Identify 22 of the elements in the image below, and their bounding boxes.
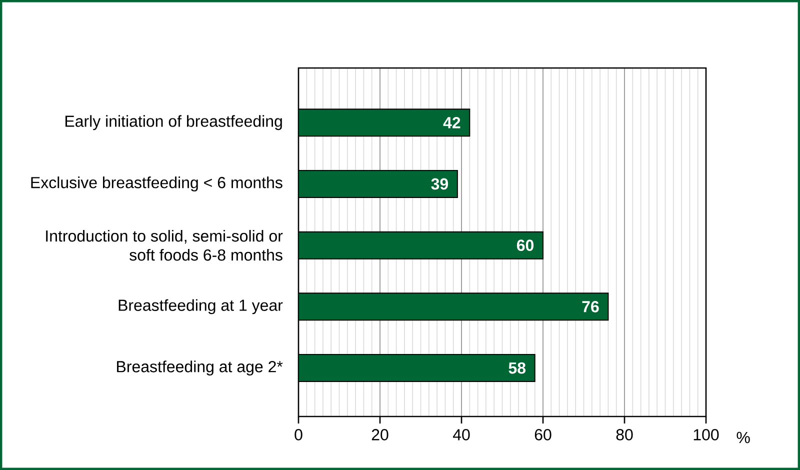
bar	[298, 354, 536, 382]
x-axis-title: %	[736, 432, 750, 444]
bar	[298, 108, 470, 137]
y-tick-label: Breastfeeding at 1 year	[118, 299, 283, 314]
y-tick-label: Exclusive breastfeeding < 6 months	[31, 176, 282, 192]
y-tick-label: Breastfeeding at age 2*	[117, 360, 283, 376]
data-label: 60	[516, 240, 534, 251]
x-tick-label: 100	[694, 429, 719, 440]
data-label: 76	[582, 301, 599, 312]
y-tick-label: Introduction to solid, semi-solid or soft foods 6-8 months	[46, 230, 283, 261]
x-tick-label: 60	[534, 429, 552, 440]
bar	[298, 231, 544, 260]
x-tick-label: 40	[452, 429, 470, 440]
data-label: 58	[508, 362, 526, 374]
bar	[298, 292, 609, 321]
x-tick-label: 0	[294, 429, 302, 440]
y-tick-label: Early initiation of breastfeeding	[65, 115, 282, 130]
x-tick-label: 20	[372, 429, 388, 440]
x-tick-label: 80	[616, 429, 633, 440]
data-label: 39	[431, 178, 448, 190]
bar	[298, 170, 458, 198]
data-label: 42	[443, 117, 460, 128]
